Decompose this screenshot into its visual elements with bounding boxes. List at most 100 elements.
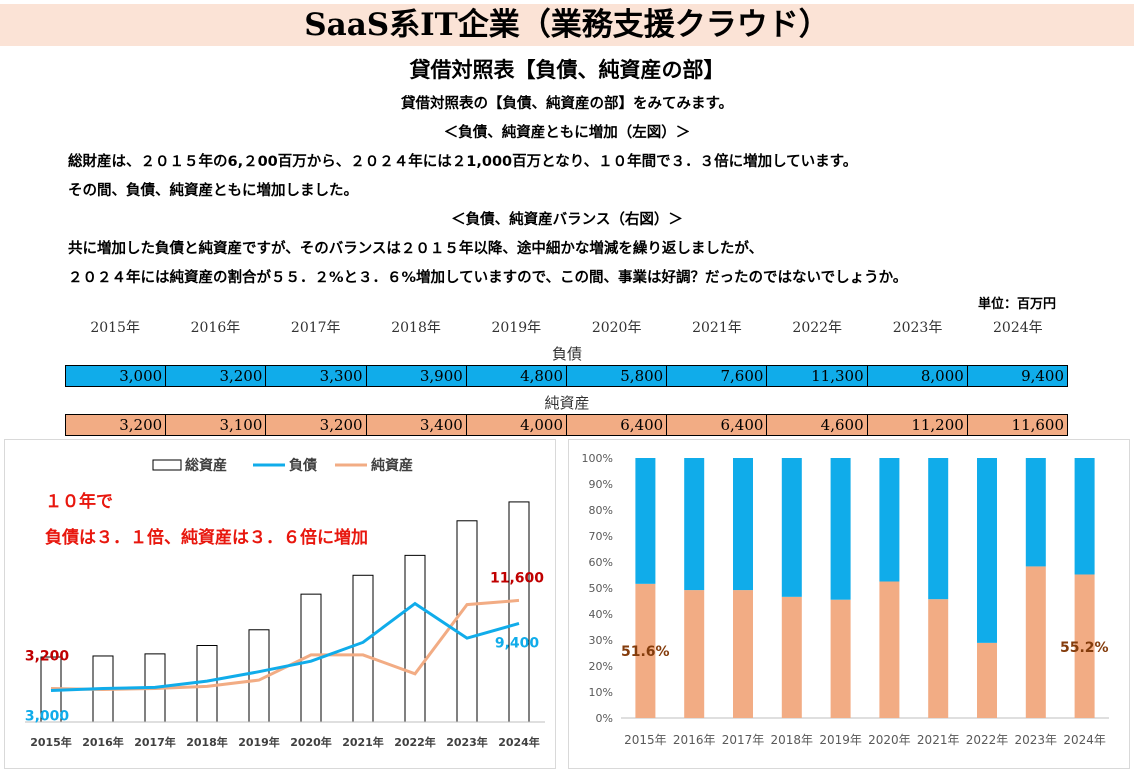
x-tick-label: 2018年 xyxy=(771,733,814,747)
y-tick-label: 80% xyxy=(589,504,613,517)
paragraph-2-line-1: 共に増加した負債と純資産ですが、そのバランスは２０１５年以降、途中細かな増減を繰… xyxy=(68,241,764,257)
total-assets-bar xyxy=(508,501,530,723)
y-tick-label: 10% xyxy=(589,686,613,699)
total-assets-bar xyxy=(404,554,426,723)
x-tick-label: 2021年 xyxy=(917,733,960,747)
year-header: 2020年 xyxy=(591,320,642,336)
data-label-liabilities-2024: 9,400 xyxy=(495,635,540,651)
equity-share-bar xyxy=(977,642,997,718)
liabilities-line xyxy=(50,601,520,693)
equity-share-bar xyxy=(879,581,900,718)
y-tick-label: 20% xyxy=(589,660,613,673)
y-tick-label: 0% xyxy=(596,712,613,725)
equity-share-bar xyxy=(635,583,656,718)
equity-share-bar xyxy=(733,590,753,718)
x-tick-label: 2019年 xyxy=(238,735,280,749)
total-assets-bar xyxy=(196,644,218,723)
x-tick-label: 2017年 xyxy=(722,733,765,747)
y-tick-label: 70% xyxy=(589,530,613,543)
liabilities-share-bar xyxy=(781,458,802,597)
x-tick-label: 2021年 xyxy=(342,735,384,749)
x-tick-label: 2020年 xyxy=(868,733,911,747)
equity-share-bar xyxy=(781,596,802,718)
equity-cell: 3,200 xyxy=(66,415,167,435)
year-header: 2016年 xyxy=(190,320,241,336)
equity-cell: 3,100 xyxy=(166,415,267,435)
y-tick-label: 50% xyxy=(589,582,613,595)
equity-share-bar xyxy=(684,590,705,718)
page-title: SaaS系IT企業（業務支援クラウド） xyxy=(0,4,1134,46)
equity-row-label: 純資産 xyxy=(544,394,590,412)
liabilities-share-bar xyxy=(977,458,997,643)
equity-share-bar xyxy=(928,599,949,718)
data-label-liabilities-2015: 3,000 xyxy=(25,709,70,725)
legend-swatch-total-assets xyxy=(152,459,182,471)
unit-label: 単位：百万円 xyxy=(978,297,1057,312)
legend-label-liabilities: 負債 xyxy=(289,457,317,474)
liabilities-share-bar xyxy=(1074,458,1095,575)
y-tick-label: 90% xyxy=(589,478,613,491)
equity-share-bar xyxy=(1074,574,1095,718)
data-label-equity-2015: 3,200 xyxy=(25,648,70,664)
liabilities-cell: 3,900 xyxy=(367,366,467,386)
liabilities-share-bar xyxy=(1025,458,1046,567)
data-label-2015-equity-share: 51.6% xyxy=(621,644,670,660)
equity-row: 3,200 3,100 3,200 3,400 4,000 6,400 6,40… xyxy=(65,414,1068,436)
balance-ratio-chart: 0% 10% 20% 30% 40% 50% 60% 70% 80% 90% 100% 2015年 20… xyxy=(568,439,1130,769)
liabilities-row: 3,000 3,200 3,300 3,900 4,800 5,800 7,60… xyxy=(65,365,1068,387)
equity-cell: 3,200 xyxy=(266,415,367,435)
year-header: 2021年 xyxy=(692,320,742,336)
equity-share-bar xyxy=(1025,566,1046,718)
x-tick-label: 2023年 xyxy=(1015,733,1058,747)
x-tick-label: 2017年 xyxy=(134,735,176,749)
heading-left-chart: ＜負債、純資産ともに増加（左図）＞ xyxy=(443,125,691,141)
year-header: 2018年 xyxy=(391,320,441,336)
x-tick-label: 2024年 xyxy=(498,735,540,749)
liabilities-cell: 4,800 xyxy=(467,366,568,386)
equity-line xyxy=(50,598,520,692)
heading-right-chart: ＜負債、純資産バランス（右図）＞ xyxy=(451,212,683,228)
liabilities-cell: 11,300 xyxy=(767,366,868,386)
liabilities-cell: 8,000 xyxy=(868,366,968,386)
total-assets-bar xyxy=(352,574,374,723)
table-year-header: 2015年 2016年 2017年 2018年 2019年 2020年 2021… xyxy=(65,317,1068,336)
liabilities-share-bar xyxy=(879,458,900,582)
liabilities-cell: 9,400 xyxy=(1021,367,1065,385)
assets-trend-chart: 2015年 2016年 2017年 2018年 2019年 2020年 2021年 2022年… xyxy=(4,439,556,769)
liabilities-share-bar xyxy=(928,458,949,600)
equity-share-bar xyxy=(830,599,851,718)
paragraph-2-line-2: ２０２４年には純資産の割合が５５．２%と３．６%増加していますので、この間、事業… xyxy=(68,270,908,286)
x-tick-label: 2024年 xyxy=(1063,733,1106,747)
year-header: 2022年 xyxy=(792,320,843,336)
paragraph-1-line-2: その間、負債、純資産ともに増加しました。 xyxy=(68,183,358,199)
legend-label-equity: 純資産 xyxy=(371,457,413,474)
equity-cell: 3,400 xyxy=(367,415,467,435)
paragraph-1-line-1: 総財産は、２０１５年の6,２00百万から、２０２４年には２1,000百万となり、… xyxy=(68,154,858,170)
total-assets-bar xyxy=(456,520,478,723)
data-label-equity-2024: 11,600 xyxy=(490,570,544,586)
page-subtitle: 貸借対照表【負債、純資産の部】 xyxy=(409,58,725,82)
x-tick-label: 2023年 xyxy=(446,735,488,749)
year-header: 2019年 xyxy=(491,320,542,336)
liabilities-cell: 5,800 xyxy=(567,366,668,386)
y-tick-label: 30% xyxy=(589,634,613,647)
liabilities-cell: 7,600 xyxy=(667,366,768,386)
year-header: 2024年 xyxy=(993,320,1043,336)
equity-cell: 6,400 xyxy=(667,415,768,435)
y-tick-label: 100% xyxy=(582,452,613,465)
liabilities-cell: 3,300 xyxy=(266,366,367,386)
equity-cell: 4,000 xyxy=(467,415,568,435)
equity-cell: 11,600 xyxy=(1011,416,1065,434)
liabilities-share-bar xyxy=(635,458,656,584)
liabilities-row-label: 負債 xyxy=(551,345,582,363)
year-header: 2015年 xyxy=(90,320,140,336)
liabilities-cell: 3,200 xyxy=(166,366,267,386)
data-label-2024-equity-share: 55.2% xyxy=(1060,640,1109,656)
x-tick-label: 2016年 xyxy=(673,733,716,747)
x-tick-label: 2022年 xyxy=(966,733,1009,747)
x-tick-label: 2020年 xyxy=(290,735,332,749)
equity-cell: 6,400 xyxy=(567,415,668,435)
x-tick-label: 2022年 xyxy=(394,735,436,749)
x-tick-label: 2016年 xyxy=(82,735,124,749)
liabilities-share-bar xyxy=(830,458,851,600)
